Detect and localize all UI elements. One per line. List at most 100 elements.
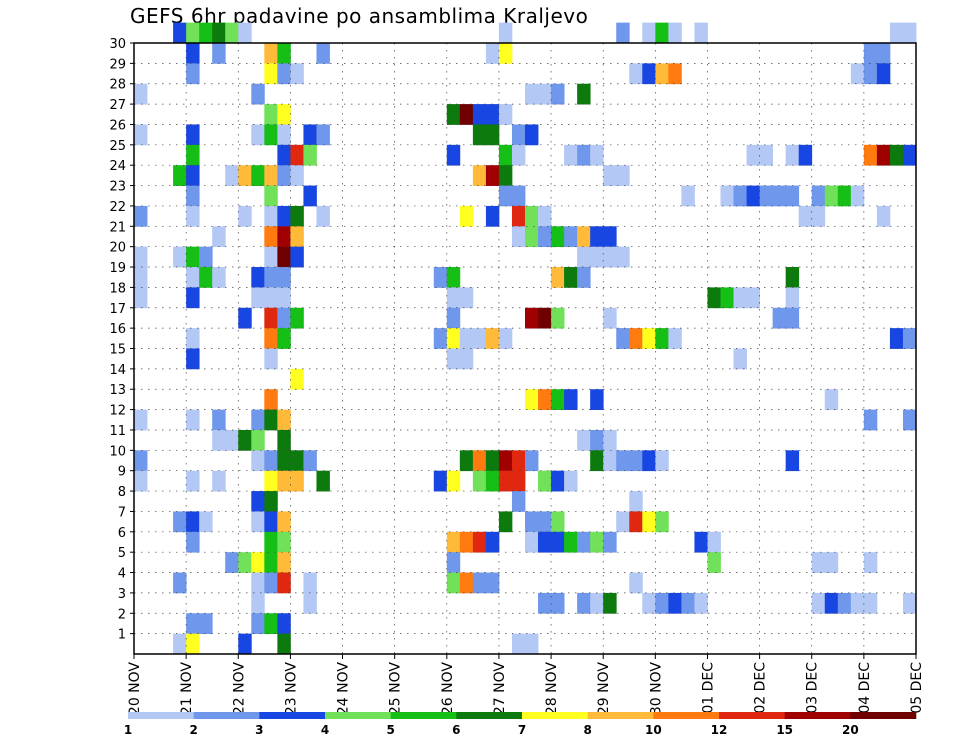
heatmap-cell — [316, 43, 330, 64]
heatmap-cell — [564, 531, 578, 553]
legend-swatch — [653, 712, 720, 719]
heatmap-cell — [277, 531, 291, 553]
heatmap-cell — [876, 144, 891, 166]
heatmap-cell — [850, 592, 865, 614]
heatmap-cell — [863, 409, 878, 431]
heatmap-cell — [603, 246, 617, 268]
y-tick-label: 2 — [118, 607, 126, 622]
y-tick-label: 25 — [109, 139, 126, 154]
y-tick-label: 24 — [109, 159, 126, 174]
heatmap-cell — [811, 185, 826, 207]
heatmap-cell — [616, 328, 630, 349]
x-tick-label: 30 NOV — [648, 662, 664, 716]
heatmap-cell — [564, 144, 578, 166]
heatmap-cell — [277, 226, 291, 248]
legend-label: 20 — [842, 723, 859, 737]
heatmap-cell — [459, 287, 474, 309]
heatmap-cell — [303, 450, 317, 472]
heatmap-cell — [668, 22, 682, 44]
heatmap-cell — [277, 511, 291, 533]
heatmap-cell — [485, 572, 500, 594]
heatmap-cell — [238, 205, 252, 227]
y-tick-label: 26 — [109, 118, 126, 133]
heatmap-cell — [186, 165, 200, 186]
heatmap-cell — [472, 470, 487, 492]
heatmap-cell — [212, 470, 226, 492]
heatmap-cell — [277, 633, 291, 655]
heatmap-cell — [264, 328, 278, 349]
heatmap-cell — [264, 450, 278, 472]
heatmap-cell — [446, 267, 461, 288]
heatmap-cell — [225, 165, 239, 186]
heatmap-cell — [629, 328, 643, 349]
heatmap-cell — [642, 511, 656, 533]
heatmap-cell — [498, 104, 513, 125]
heatmap-cell — [551, 531, 565, 553]
heatmap-cell — [511, 144, 526, 166]
heatmap-cell — [707, 287, 721, 309]
heatmap-cell — [564, 226, 578, 248]
heatmap-cell — [472, 165, 487, 186]
heatmap-cell — [655, 450, 669, 472]
heatmap-cell — [199, 267, 213, 288]
heatmap-cell — [538, 511, 552, 533]
heatmap-cell — [577, 531, 591, 553]
y-tick-label: 5 — [118, 546, 126, 561]
heatmap-cell — [186, 124, 200, 146]
heatmap-cell — [485, 531, 500, 553]
x-tick-label: 23 NOV — [283, 662, 299, 716]
heatmap-cell — [498, 470, 513, 492]
heatmap-cell — [134, 470, 148, 492]
heatmap-cell — [264, 531, 278, 553]
heatmap-cell — [264, 511, 278, 533]
heatmap-cell — [212, 429, 226, 451]
heatmap-cell — [655, 592, 669, 614]
heatmap-cell — [264, 267, 278, 288]
y-tick-label: 7 — [118, 505, 126, 520]
heatmap-cell — [485, 205, 500, 227]
heatmap-cell — [459, 104, 474, 125]
heatmap-cell — [746, 185, 760, 207]
heatmap-cell — [251, 572, 265, 594]
heatmap-cell — [264, 389, 278, 410]
heatmap-cell — [538, 307, 552, 329]
heatmap-cell — [616, 450, 630, 472]
legend-swatch — [259, 712, 326, 719]
y-tick-label: 28 — [109, 78, 126, 93]
heatmap-cell — [837, 185, 852, 207]
heatmap-cell — [511, 450, 526, 472]
x-axis: 20 NOV 21 NOV 22 NOV 23 NOV 24 NOV 25 NOV 26 N… — [127, 654, 925, 715]
heatmap-cell — [277, 613, 291, 635]
heatmap-cell — [186, 22, 200, 44]
heatmap-cell — [863, 63, 878, 85]
heatmap-cell — [525, 531, 539, 553]
heatmap-cell — [616, 165, 630, 186]
heatmap-cell — [498, 165, 513, 186]
heatmap-cell — [538, 389, 552, 410]
legend-swatch — [325, 712, 391, 719]
heatmap-cell — [134, 450, 148, 472]
heatmap-cell — [303, 572, 317, 594]
y-tick-label: 16 — [109, 322, 126, 337]
heatmap-cell — [577, 144, 591, 166]
heatmap-cell — [603, 592, 617, 614]
heatmap-cell — [238, 552, 252, 573]
legend-label: 7 — [518, 723, 526, 737]
heatmap-cell — [290, 470, 304, 492]
heatmap-cell — [707, 552, 721, 573]
y-tick-label: 18 — [109, 281, 126, 296]
heatmap-cell — [603, 450, 617, 472]
heatmap-cell — [433, 328, 448, 349]
heatmap-cell — [199, 22, 213, 44]
heatmap-cell — [277, 307, 291, 329]
heatmap-cell — [863, 43, 878, 64]
heatmap-cell — [290, 144, 304, 166]
heatmap-cell — [590, 450, 604, 472]
heatmap-cell — [642, 450, 656, 472]
heatmap-cell — [603, 429, 617, 451]
heatmap-cell — [186, 43, 200, 64]
heatmap-cell — [277, 165, 291, 186]
heatmap-cell — [694, 531, 708, 553]
heatmap-cell — [577, 226, 591, 248]
